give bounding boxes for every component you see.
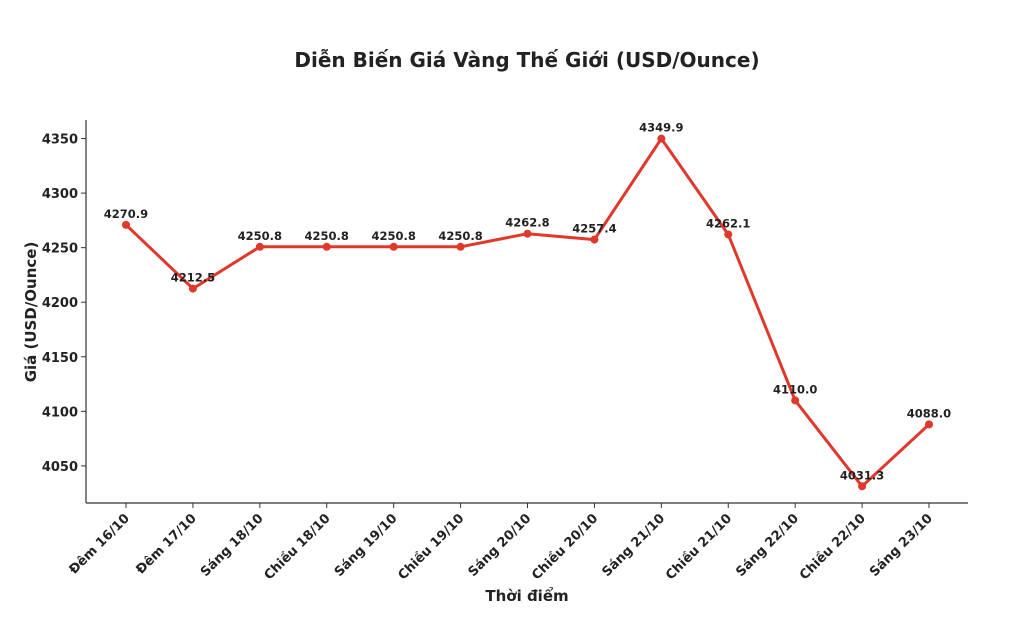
x-tick-label: Đêm 17/10 — [133, 511, 199, 577]
data-label: 4349.9 — [639, 121, 683, 135]
x-tick-label: Sáng 23/10 — [867, 511, 936, 580]
y-tick-label: 4250 — [42, 242, 78, 257]
data-point — [523, 229, 532, 238]
data-label: 4262.1 — [706, 216, 750, 230]
y-tick-label: 4350 — [42, 133, 78, 148]
data-point — [858, 482, 867, 491]
data-label: 4212.5 — [171, 271, 215, 285]
data-label: 4250.8 — [238, 229, 282, 243]
data-point — [456, 242, 465, 251]
x-tick-label: Sáng 21/10 — [599, 511, 668, 580]
x-tick-label: Chiều 18/10 — [262, 511, 334, 583]
x-tick-label: Sáng 20/10 — [466, 511, 535, 580]
x-tick-label: Sáng 22/10 — [733, 511, 802, 580]
y-tick-label: 4100 — [42, 405, 78, 420]
data-point — [590, 235, 599, 244]
data-label: 4088.0 — [907, 406, 951, 420]
x-tick-label: Đêm 16/10 — [67, 511, 133, 577]
data-label: 4031.3 — [840, 468, 884, 482]
series-marks: 4270.9 4212.5 4250.8 4250.8 4250.8 4250.8 4262… — [104, 121, 951, 491]
data-point — [322, 242, 331, 251]
data-label: 4110.0 — [773, 382, 817, 396]
data-label: 4270.9 — [104, 207, 148, 221]
data-point — [791, 396, 800, 405]
data-point — [657, 134, 666, 143]
data-label: 4250.8 — [438, 229, 482, 243]
y-tick-label: 4150 — [42, 351, 78, 366]
data-label: 4250.8 — [371, 229, 415, 243]
x-tick-label: Chiều 21/10 — [663, 511, 735, 583]
data-point — [925, 420, 933, 429]
data-point — [255, 242, 264, 251]
data-point — [724, 230, 733, 239]
x-tick-label: Sáng 19/10 — [332, 511, 401, 580]
data-label: 4262.8 — [505, 216, 549, 230]
x-axis-label: Thời điểm — [485, 586, 568, 605]
data-point — [389, 242, 398, 251]
data-point — [122, 220, 130, 229]
data-label: 4257.4 — [572, 222, 616, 236]
x-tick-label: Chiều 20/10 — [529, 511, 601, 583]
x-tick-label: Sáng 18/10 — [198, 511, 267, 580]
x-tick-label: Chiều 22/10 — [797, 511, 869, 583]
chart-title: Diễn Biến Giá Vàng Thế Giới (USD/Ounce) — [294, 48, 759, 72]
data-label: 4250.8 — [305, 229, 349, 243]
y-tick-label: 4050 — [42, 460, 78, 475]
series-line — [124, 137, 931, 488]
axes: 4050 4100 4150 4200 4250 4300 4350 Đêm 16/10 Đêm… — [42, 120, 968, 583]
y-axis-label: Giá (USD/Ounce) — [22, 242, 40, 383]
data-point — [188, 284, 197, 293]
y-tick-label: 4300 — [42, 187, 78, 202]
x-tick-label: Chiều 19/10 — [395, 511, 467, 583]
y-tick-label: 4200 — [42, 296, 78, 311]
